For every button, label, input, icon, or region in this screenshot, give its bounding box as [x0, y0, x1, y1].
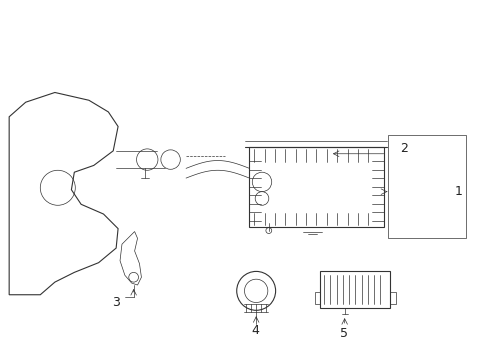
Text: 3: 3: [112, 296, 120, 309]
Text: 1: 1: [454, 185, 462, 198]
Bar: [249, 147, 383, 227]
Text: 4: 4: [251, 324, 259, 337]
Bar: [389, 292, 395, 303]
Text: 5: 5: [339, 327, 347, 340]
Bar: [387, 135, 465, 238]
Bar: [314, 292, 320, 303]
Bar: [320, 271, 389, 309]
Text: 2: 2: [399, 143, 407, 156]
